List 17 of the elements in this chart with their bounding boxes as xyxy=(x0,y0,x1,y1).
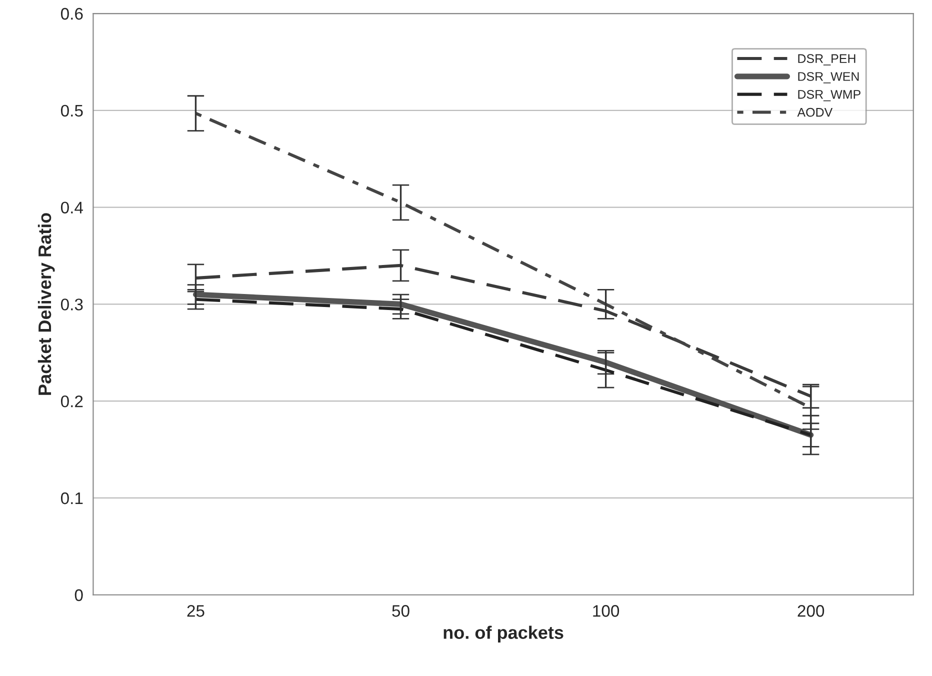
y-tick-label: 0.3 xyxy=(60,298,83,310)
legend-label: DSR_WMP xyxy=(798,90,860,102)
x-tick-label: 25 xyxy=(187,605,204,617)
x-tick-label: 100 xyxy=(593,605,620,617)
y-tick-label: 0.6 xyxy=(60,8,83,20)
y-axis-title: Packet Delivery Ratio xyxy=(38,213,55,395)
legend-label: AODV xyxy=(797,108,833,117)
x-tick-label: 200 xyxy=(798,605,824,617)
y-tick-label: 0.2 xyxy=(60,395,83,408)
legend-label: DSR_WEN xyxy=(798,72,859,84)
x-axis-title: no. of packets xyxy=(444,626,564,643)
x-tick-label: 50 xyxy=(392,605,410,617)
y-tick-label: 0.1 xyxy=(60,492,83,504)
y-tick-label: 0.5 xyxy=(60,104,83,117)
y-tick-label: 0 xyxy=(74,589,83,602)
legend-label: DSR_PEH xyxy=(798,54,856,66)
y-tick-label: 0.4 xyxy=(60,202,83,214)
